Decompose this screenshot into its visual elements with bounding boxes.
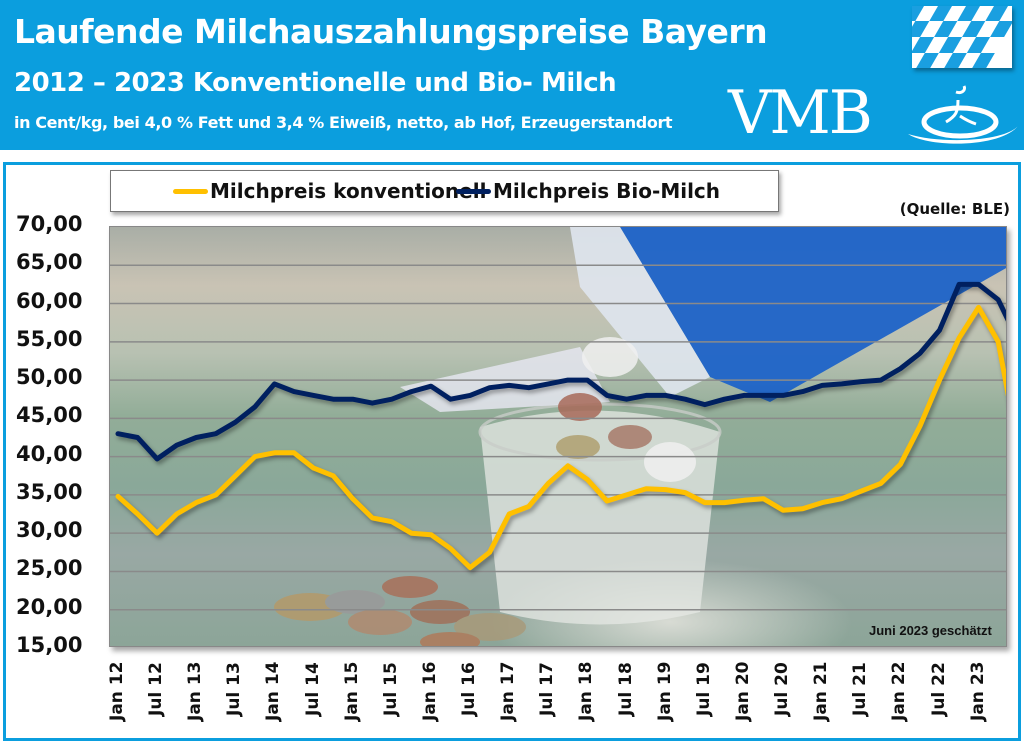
- estimate-footnote: Juni 2023 geschätzt: [869, 623, 992, 638]
- legend-label: Milchpreis Bio-Milch: [493, 179, 721, 203]
- plot-area: [109, 226, 1007, 647]
- legend-swatch-conventional: [173, 188, 208, 194]
- x-tick-label: Jan 17: [498, 661, 519, 721]
- x-tick-label: Jan 19: [654, 661, 675, 721]
- source-note: (Quelle: BLE): [899, 200, 1010, 218]
- x-tick-label: Jan 15: [341, 661, 362, 721]
- y-tick-label: 40,00: [16, 441, 83, 466]
- y-tick-label: 70,00: [16, 212, 83, 236]
- y-tick-label: 45,00: [16, 403, 83, 428]
- x-tick-label: Jul 15: [380, 662, 401, 716]
- units-note: in Cent/kg, bei 4,0 % Fett und 3,4 % Eiw…: [14, 113, 673, 132]
- x-tick-label: Jan 18: [576, 661, 597, 721]
- x-tick-label: Jul 21: [850, 662, 871, 716]
- legend-swatch-organic: [456, 188, 491, 194]
- series-line-organic: [115, 281, 1006, 462]
- x-tick-label: Jul 19: [693, 662, 714, 716]
- coins-decoration: [274, 337, 696, 646]
- milk-carton-decoration: [570, 227, 1006, 402]
- x-tick-label: Jul 20: [772, 662, 793, 716]
- y-tick-label: 50,00: [16, 365, 83, 390]
- x-tick-label: Jan 21: [811, 661, 832, 721]
- x-tick-label: Jul 16: [459, 662, 480, 716]
- y-tick-label: 30,00: [16, 518, 83, 543]
- milk-drop-logo-icon: [900, 82, 1022, 148]
- bavarian-flag-icon: [912, 6, 1012, 68]
- chart-title: Laufende Milchauszahlungspreise Bayern: [14, 12, 768, 51]
- y-tick-label: 15,00: [16, 633, 83, 657]
- series-line-conventional: [115, 304, 1006, 571]
- x-tick-label: Jul 13: [224, 662, 245, 716]
- x-tick-label: Jul 17: [537, 662, 558, 716]
- header-banner: Laufende Milchauszahlungspreise Bayern 2…: [0, 0, 1024, 150]
- x-tick-label: Jul 14: [302, 662, 323, 716]
- x-tick-label: Jan 13: [185, 661, 206, 721]
- x-tick-label: Jan 23: [967, 661, 988, 721]
- y-tick-label: 60,00: [16, 288, 83, 313]
- milk-glass-decoration: [478, 402, 722, 625]
- x-tick-label: Jan 16: [419, 661, 440, 721]
- x-tick-label: Jan 12: [107, 661, 127, 721]
- x-tick-label: Jan 22: [889, 661, 910, 721]
- legend-item-organic: Milchpreis Bio-Milch: [456, 179, 720, 203]
- y-tick-label: 55,00: [16, 326, 83, 351]
- gridlines: [110, 264, 1006, 611]
- y-tick-label: 20,00: [16, 594, 83, 619]
- x-tick-label: Jul 18: [615, 662, 636, 716]
- vmb-logo-text: VMB: [728, 78, 873, 148]
- x-tick-label: Jan 14: [263, 661, 284, 721]
- chart-legend: Milchpreis konventionell Milchpreis Bio-…: [110, 170, 779, 212]
- y-tick-label: 65,00: [16, 250, 83, 275]
- y-tick-label: 25,00: [16, 556, 83, 581]
- y-tick-label: 35,00: [16, 479, 83, 504]
- x-tick-label: Jul 12: [146, 662, 167, 716]
- chart-subtitle: 2012 – 2023 Konventionelle und Bio- Milc…: [14, 68, 617, 98]
- x-tick-label: Jul 22: [928, 662, 949, 716]
- line-chart: [110, 227, 1006, 646]
- legend-label: Milchpreis konventionell: [210, 179, 487, 203]
- x-tick-label: Jan 20: [732, 661, 753, 721]
- legend-item-conventional: Milchpreis konventionell: [173, 179, 486, 203]
